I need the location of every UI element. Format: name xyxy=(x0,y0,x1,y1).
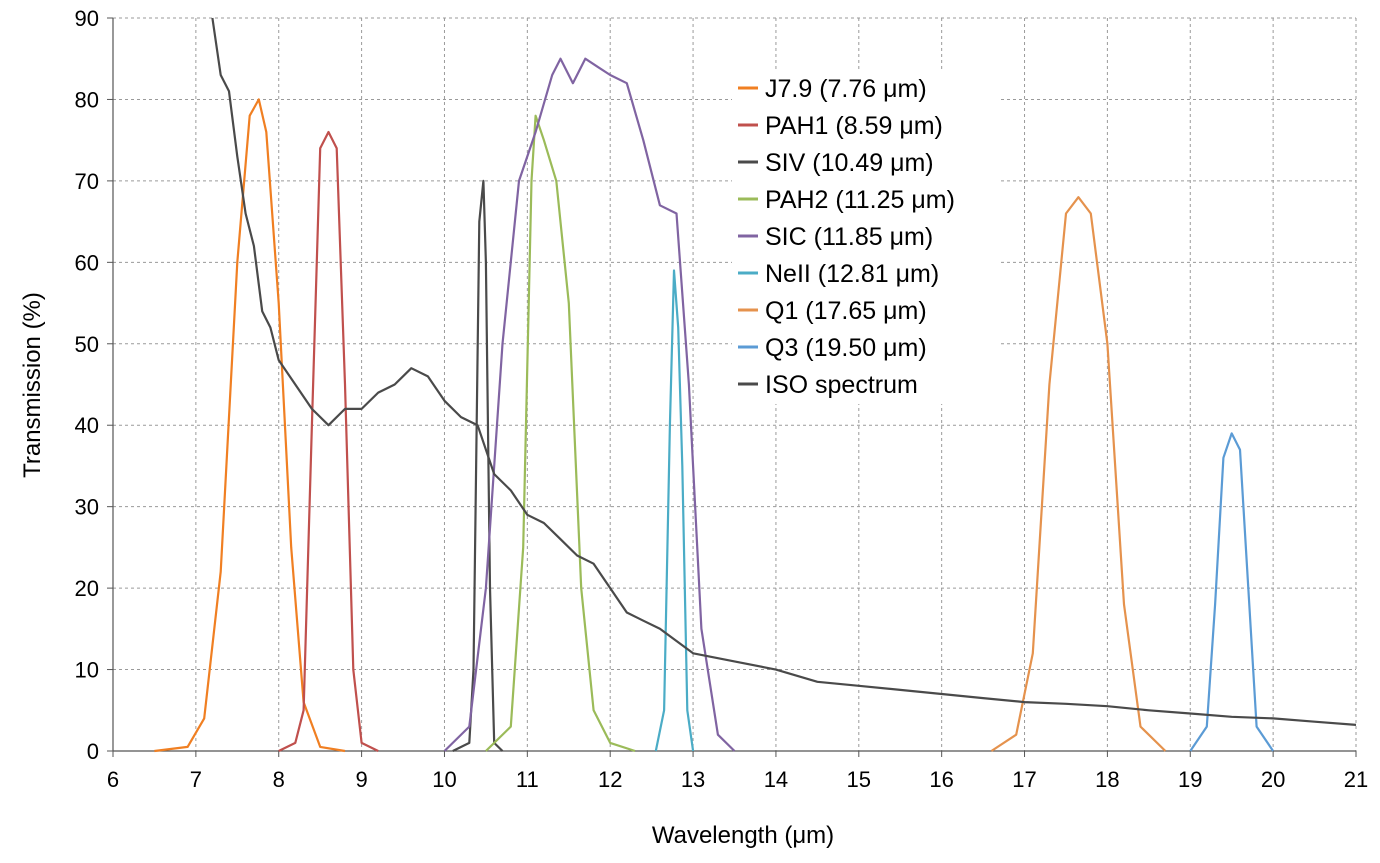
x-tick-label: 12 xyxy=(598,767,622,792)
x-tick-label: 21 xyxy=(1344,767,1368,792)
legend-label-q3: Q3 (19.50 μm) xyxy=(765,334,927,362)
x-tick-label: 9 xyxy=(355,767,367,792)
y-tick-label: 80 xyxy=(75,87,99,112)
y-axis-title: Transmission (%) xyxy=(19,292,46,478)
x-axis-title: Wavelength (μm) xyxy=(652,822,834,849)
tick-labels: 6 7 8 9 10 11 12 13 14 15 16 17 18 19 20 21 0 10 20 30 40 50 6… xyxy=(75,6,1369,792)
legend-label-sic: SIC (11.85 μm) xyxy=(765,223,933,251)
series-line-iso xyxy=(211,17,1357,726)
legend-background xyxy=(732,70,998,404)
legend: J7.9 (7.76 μm) PAH1 (8.59 μm) SIV (10.49 μ… xyxy=(738,75,955,399)
y-tick-label: 60 xyxy=(75,250,99,275)
y-tick-label: 90 xyxy=(75,6,99,31)
x-tick-label: 14 xyxy=(764,767,788,792)
series-lines xyxy=(154,17,1357,753)
x-tick-label: 11 xyxy=(516,767,539,792)
legend-label-siv: SIV (10.49 μm) xyxy=(765,149,934,177)
x-tick-label: 6 xyxy=(107,767,119,792)
series-line-j79 xyxy=(154,98,346,753)
y-tick-label: 30 xyxy=(75,495,99,520)
x-tick-label: 7 xyxy=(190,767,202,792)
x-tick-label: 19 xyxy=(1178,767,1202,792)
y-tick-label: 70 xyxy=(75,169,99,194)
x-tick-label: 8 xyxy=(273,767,285,792)
legend-label-j79: J7.9 (7.76 μm) xyxy=(765,75,927,103)
series-line-sic xyxy=(443,57,736,752)
legend-label-q1: Q1 (17.65 μm) xyxy=(765,297,927,325)
y-tick-label: 40 xyxy=(75,413,99,438)
legend-label-pah1: PAH1 (8.59 μm) xyxy=(765,112,943,140)
legend-label-pah2: PAH2 (11.25 μm) xyxy=(765,186,955,214)
legend-label-iso: ISO spectrum xyxy=(765,371,918,399)
series-line-neii xyxy=(654,269,695,752)
x-tick-label: 17 xyxy=(1012,767,1036,792)
x-tick-label: 15 xyxy=(847,767,871,792)
y-tick-label: 20 xyxy=(75,576,99,601)
series-line-q3 xyxy=(1189,432,1275,752)
series-line-pah2 xyxy=(485,114,636,753)
x-tick-label: 20 xyxy=(1261,767,1285,792)
series-line-q1 xyxy=(990,196,1167,752)
legend-label-neii: NeII (12.81 μm) xyxy=(765,260,939,288)
y-tick-label: 0 xyxy=(87,739,99,764)
x-tick-label: 16 xyxy=(929,767,953,792)
x-tick-label: 13 xyxy=(681,767,705,792)
y-tick-label: 10 xyxy=(75,658,99,683)
y-tick-label: 50 xyxy=(75,332,99,357)
x-tick-label: 10 xyxy=(432,767,456,792)
series-line-pah1 xyxy=(278,130,379,752)
x-tick-label: 18 xyxy=(1095,767,1119,792)
